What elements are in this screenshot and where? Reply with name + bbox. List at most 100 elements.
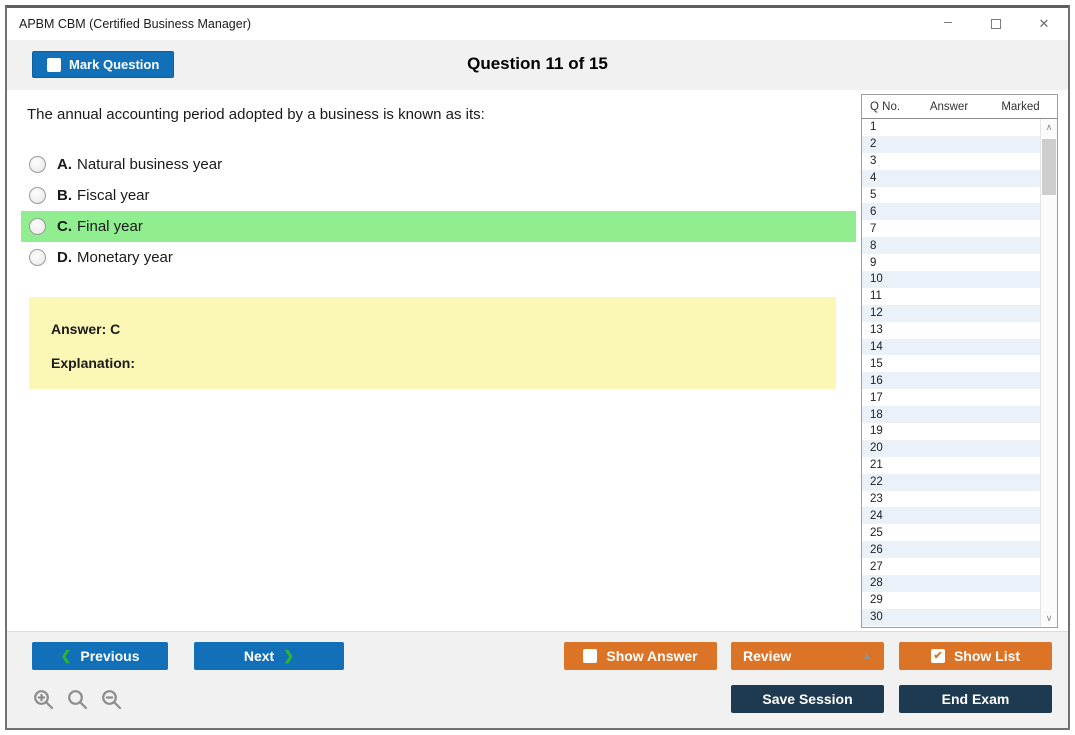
qno-cell: 28 — [870, 577, 883, 590]
question-list-row[interactable]: 13 — [862, 322, 1040, 339]
question-list-row[interactable]: 2 — [862, 135, 1040, 153]
answer-label: Answer: C — [51, 321, 121, 337]
qno-cell: 8 — [870, 239, 877, 252]
question-text: The annual accounting period adopted by … — [27, 106, 485, 123]
mark-question-button[interactable]: Mark Question — [32, 51, 175, 78]
question-list-row[interactable]: 10 — [862, 271, 1040, 288]
radio-button-icon[interactable] — [29, 187, 46, 204]
option-text: Monetary year — [77, 249, 173, 266]
maximize-icon[interactable] — [972, 8, 1020, 40]
review-label: Review — [743, 648, 792, 664]
qno-cell: 6 — [870, 205, 877, 218]
question-list-row[interactable]: 12 — [862, 304, 1040, 322]
radio-button-icon[interactable] — [29, 218, 46, 235]
minimize-icon[interactable]: – — [944, 13, 952, 29]
question-list-row[interactable]: 9 — [862, 254, 1040, 271]
chevron-left-icon: ❮ — [60, 648, 72, 663]
qno-cell: 26 — [870, 543, 883, 556]
save-session-button[interactable]: Save Session — [731, 685, 884, 713]
answer-option[interactable]: D. Monetary year — [21, 242, 856, 273]
scrollbar-thumb[interactable] — [1042, 139, 1056, 195]
question-list-row[interactable]: 27 — [862, 558, 1040, 575]
question-list-row[interactable]: 5 — [862, 187, 1040, 204]
show-list-button[interactable]: ✔ Show List — [899, 642, 1052, 670]
qno-cell: 16 — [870, 374, 883, 387]
previous-label: Previous — [80, 648, 140, 664]
question-list-row[interactable]: 3 — [862, 153, 1040, 170]
question-list-row[interactable]: 8 — [862, 237, 1040, 255]
answer-option[interactable]: A. Natural business year — [21, 149, 856, 180]
zoom-tools — [32, 688, 124, 712]
review-button[interactable]: Review ▲ — [731, 642, 884, 670]
question-list-rows: 1 2 3 4 5 6 7 8 9 10 11 — [862, 119, 1040, 626]
answer-option[interactable]: B. Fiscal year — [21, 180, 856, 211]
qno-cell: 18 — [870, 408, 883, 421]
question-list-row[interactable]: 11 — [862, 288, 1040, 305]
qno-column-header: Q No. — [870, 100, 901, 113]
end-exam-button[interactable]: End Exam — [899, 685, 1052, 713]
qno-cell: 19 — [870, 425, 883, 438]
radio-button-icon[interactable] — [29, 156, 46, 173]
window-title: APBM CBM (Certified Business Manager) — [19, 17, 252, 31]
answer-column-header: Answer — [929, 100, 969, 113]
list-scrollbar[interactable]: ∧ ∨ — [1040, 119, 1057, 626]
qno-cell: 15 — [870, 357, 883, 370]
question-list-row[interactable]: 24 — [862, 507, 1040, 525]
question-list-row[interactable]: 20 — [862, 439, 1040, 457]
qno-cell: 11 — [870, 290, 882, 303]
question-list-row[interactable]: 1 — [862, 119, 1040, 136]
question-list-row[interactable]: 29 — [862, 592, 1040, 609]
marked-column-header: Marked — [1001, 100, 1040, 113]
options-list: A. Natural business year B. Fiscal year … — [21, 149, 856, 273]
answer-option[interactable]: C. Final year — [21, 211, 856, 242]
zoom-out-icon[interactable] — [100, 688, 124, 712]
question-list-row[interactable]: 17 — [862, 389, 1040, 406]
question-list-row[interactable]: 23 — [862, 491, 1040, 508]
mark-question-checkbox[interactable] — [47, 57, 61, 72]
qno-cell: 25 — [870, 526, 883, 539]
radio-button-icon[interactable] — [29, 249, 46, 266]
question-list-row[interactable]: 25 — [862, 524, 1040, 541]
question-list-row[interactable]: 6 — [862, 203, 1040, 221]
zoom-reset-icon[interactable] — [66, 688, 90, 712]
question-list-row[interactable]: 15 — [862, 355, 1040, 372]
scroll-up-icon[interactable]: ∧ — [1045, 121, 1053, 132]
question-list-row[interactable]: 18 — [862, 406, 1040, 424]
option-letter: B. — [57, 187, 72, 204]
next-button[interactable]: Next ❯ — [194, 642, 344, 670]
qno-cell: 3 — [870, 155, 877, 168]
qno-cell: 5 — [870, 189, 877, 201]
question-list-row[interactable]: 22 — [862, 473, 1040, 491]
qno-cell: 9 — [870, 256, 877, 269]
question-list-row[interactable]: 16 — [862, 372, 1040, 390]
scroll-down-icon[interactable]: ∨ — [1045, 612, 1053, 623]
window-controls: – ✕ — [924, 8, 1068, 40]
save-session-label: Save Session — [762, 691, 853, 707]
show-answer-button[interactable]: Show Answer — [564, 642, 717, 670]
question-list-row[interactable]: 14 — [862, 338, 1040, 356]
close-icon[interactable]: ✕ — [1038, 16, 1050, 31]
option-letter: A. — [57, 156, 72, 173]
show-answer-checkbox[interactable] — [583, 649, 598, 663]
option-text: Final year — [77, 218, 143, 235]
question-list-body: 1 2 3 4 5 6 7 8 9 10 11 — [862, 119, 1057, 626]
content-area: The annual accounting period adopted by … — [7, 90, 1068, 631]
question-list-row[interactable]: 28 — [862, 575, 1040, 592]
footer-bar: ❮ Previous Next ❯ Show Answer Review ▲ ✔… — [7, 631, 1068, 728]
qno-cell: 14 — [870, 341, 883, 354]
previous-button[interactable]: ❮ Previous — [32, 642, 168, 670]
question-list-row[interactable]: 19 — [862, 423, 1040, 440]
show-list-label: Show List — [953, 648, 1021, 664]
question-list-row[interactable]: 4 — [862, 169, 1040, 187]
question-list-row[interactable]: 21 — [862, 457, 1040, 474]
question-list-row[interactable]: 30 — [862, 608, 1040, 626]
qno-cell: 17 — [870, 391, 883, 404]
question-list-panel: Q No. Answer Marked 1 2 3 4 5 6 7 8 — [861, 94, 1058, 628]
qno-cell: 20 — [870, 442, 883, 455]
show-list-checkbox[interactable]: ✔ — [930, 649, 945, 663]
question-list-row[interactable]: 26 — [862, 541, 1040, 559]
explanation-label: Explanation: — [51, 355, 136, 371]
qno-cell: 4 — [870, 172, 877, 185]
question-list-row[interactable]: 7 — [862, 220, 1040, 237]
zoom-in-icon[interactable] — [32, 688, 56, 712]
